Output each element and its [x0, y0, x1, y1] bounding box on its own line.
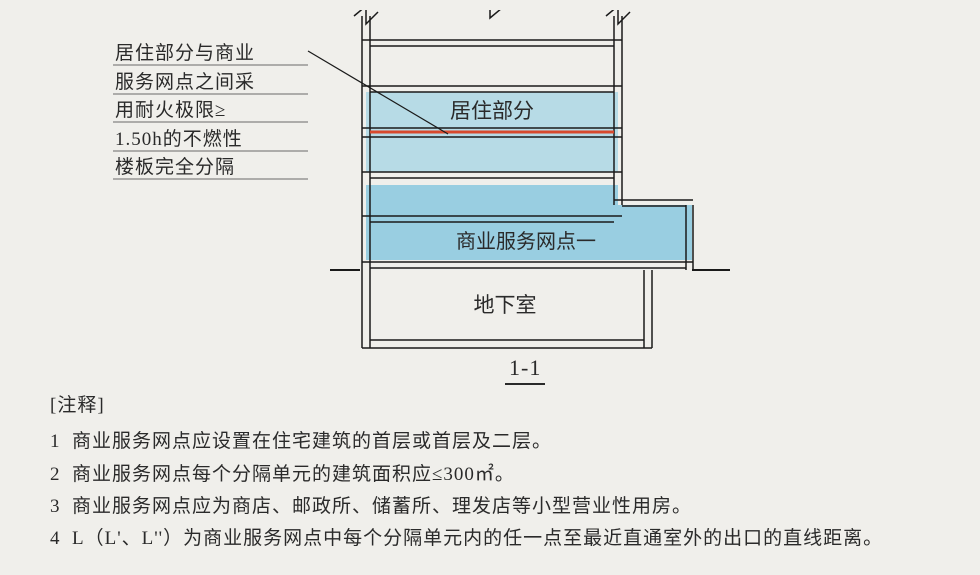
annotation-line: 服务网点之间采	[115, 69, 315, 98]
basement-label: 地下室	[474, 293, 537, 317]
note-item: 1 商业服务网点应设置在住宅建筑的首层或首层及二层。	[50, 426, 960, 458]
note-item: 4 L（L'、L''）为商业服务网点中每个分隔单元内的任一点至最近直通室外的出口…	[50, 523, 960, 555]
annotation-line: 居住部分与商业	[115, 40, 315, 69]
note-number: 3	[50, 491, 72, 523]
note-number: 2	[50, 459, 72, 491]
annotation-line: 1.50h的不燃性	[115, 126, 315, 155]
fire-floor-annotation: 居住部分与商业 服务网点之间采 用耐火极限≥ 1.50h的不燃性 楼板完全分隔	[115, 40, 315, 183]
commercial-label: 商业服务网点一	[456, 230, 596, 253]
break-marks	[354, 10, 630, 24]
notes-title: [注释]	[50, 390, 960, 422]
note-text: 商业服务网点应为商店、邮政所、储蓄所、理发店等小型营业性用房。	[72, 491, 960, 523]
note-text: 商业服务网点每个分隔单元的建筑面积应≤300㎡。	[72, 459, 960, 491]
note-text: L（L'、L''）为商业服务网点中每个分隔单元内的任一点至最近直通室外的出口的直…	[72, 523, 960, 555]
note-item: 2 商业服务网点每个分隔单元的建筑面积应≤300㎡。	[50, 459, 960, 491]
note-number: 1	[50, 426, 72, 458]
note-item: 3 商业服务网点应为商店、邮政所、储蓄所、理发店等小型营业性用房。	[50, 491, 960, 523]
figure-number: 1-1	[505, 355, 545, 385]
notes-section: [注释] 1 商业服务网点应设置在住宅建筑的首层或首层及二层。 2 商业服务网点…	[50, 390, 960, 555]
building-section-diagram: 居住部分 商业服务网点一 地下室	[330, 10, 730, 355]
annotation-line: 楼板完全分隔	[115, 154, 315, 183]
note-text: 商业服务网点应设置在住宅建筑的首层或首层及二层。	[72, 426, 960, 458]
annotation-line: 用耐火极限≥	[115, 97, 315, 126]
residential-label: 居住部分	[450, 99, 534, 123]
note-number: 4	[50, 523, 72, 555]
commercial-fill-ext	[618, 205, 692, 260]
